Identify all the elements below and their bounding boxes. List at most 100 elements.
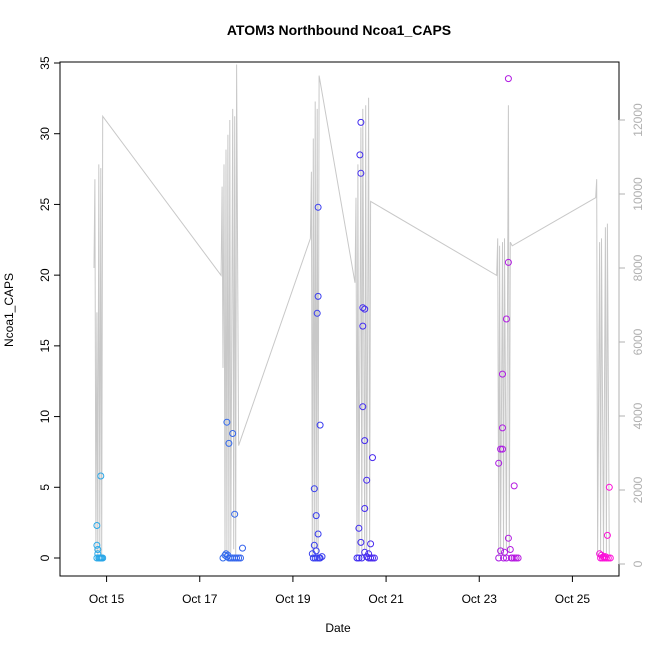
data-point (606, 554, 614, 562)
data-point (514, 554, 522, 562)
data-point (500, 554, 507, 562)
y-right-tick-label: 10000 (631, 177, 645, 211)
y-tick-label: 20 (38, 268, 52, 282)
data-point (501, 548, 508, 556)
data-point (604, 554, 612, 562)
data-point (316, 421, 324, 429)
data-point (355, 554, 363, 562)
data-point (359, 322, 367, 330)
data-point (314, 292, 322, 300)
data-point (237, 554, 244, 562)
y-right-tick-label: 12000 (631, 103, 645, 137)
data-point (313, 554, 321, 562)
data-point (225, 439, 233, 447)
data-point (93, 541, 101, 549)
data-point (361, 505, 369, 512)
x-axis-label: Date (325, 621, 351, 635)
y-tick-label: 0 (38, 554, 52, 561)
data-point (495, 554, 503, 562)
data-point (233, 554, 241, 562)
data-point (603, 531, 611, 539)
x-tick-label: Oct 17 (182, 592, 218, 606)
data-point (504, 534, 512, 542)
data-point (314, 203, 322, 211)
x-tick-label: Oct 25 (555, 592, 591, 606)
data-point (358, 554, 366, 562)
plot-frame (59, 61, 620, 577)
data-point (235, 554, 243, 562)
y-axis-left: 0 5 10 15 20 25 30 35 (38, 56, 60, 561)
data-point (231, 510, 239, 518)
data-point (312, 512, 320, 520)
data-point (229, 430, 237, 437)
data-point (313, 309, 321, 317)
x-tick-label: Oct 23 (462, 592, 498, 606)
data-point (367, 540, 375, 548)
data-point (355, 524, 363, 532)
data-point (97, 472, 105, 480)
data-point (497, 445, 505, 453)
x-tick-label: Oct 19 (275, 592, 311, 606)
y-tick-label: 10 (38, 410, 52, 424)
data-point (512, 554, 520, 562)
data-point (499, 424, 506, 432)
data-point (357, 118, 365, 126)
data-point (499, 370, 506, 378)
data-point (316, 554, 324, 562)
x-tick-label: Oct 21 (368, 592, 404, 606)
y-tick-label: 5 (38, 484, 52, 491)
data-point (369, 454, 376, 462)
data-point (369, 554, 376, 562)
data-point (367, 554, 375, 562)
y-axis-right: 0 2000 4000 6000 8000 10000 12000 (618, 103, 645, 567)
line-series-path (93, 64, 610, 557)
data-point (605, 483, 613, 491)
data-point (495, 459, 503, 467)
y-tick-label: 35 (38, 56, 52, 70)
data-point (357, 538, 365, 546)
data-point (356, 151, 364, 159)
y-right-tick-label: 6000 (631, 328, 645, 355)
data-point (359, 403, 367, 411)
data-point (223, 418, 231, 426)
data-point (502, 315, 510, 323)
y-right-tick-label: 2000 (631, 476, 645, 503)
data-point (310, 485, 318, 493)
data-point (497, 547, 505, 555)
y-axis-label: Ncoa1_CAPS (2, 273, 16, 347)
data-point (361, 305, 369, 313)
data-point (363, 476, 371, 484)
data-point (499, 445, 506, 453)
x-tick-label: Oct 15 (89, 592, 125, 606)
data-point (510, 554, 518, 562)
data-point (359, 304, 367, 312)
chart-title: ATOM3 Northbound Ncoa1_CAPS (227, 22, 451, 38)
line-series (93, 64, 610, 557)
y-right-tick-label: 4000 (631, 402, 645, 429)
data-point (602, 554, 610, 562)
data-point (318, 553, 326, 561)
data-point (361, 548, 369, 556)
data-point (311, 554, 319, 562)
data-point (506, 546, 514, 553)
data-point (239, 544, 246, 552)
data-point (314, 530, 322, 538)
data-point (510, 482, 518, 490)
data-point (370, 554, 378, 562)
data-point (504, 258, 512, 266)
y-right-tick-label: 0 (631, 560, 645, 567)
point-series (93, 75, 614, 562)
data-point (357, 169, 365, 177)
y-tick-label: 30 (38, 127, 52, 141)
y-right-tick-label: 8000 (631, 254, 645, 281)
data-point (93, 522, 101, 529)
data-point (504, 75, 512, 83)
data-point (361, 437, 369, 445)
x-axis: Oct 15 Oct 17 Oct 19 Oct 21 Oct 23 Oct 25 (89, 576, 591, 606)
data-point (99, 554, 107, 562)
data-point (353, 554, 361, 562)
plot-box (59, 61, 620, 577)
y-tick-label: 15 (38, 339, 52, 353)
y-tick-label: 25 (38, 197, 52, 211)
